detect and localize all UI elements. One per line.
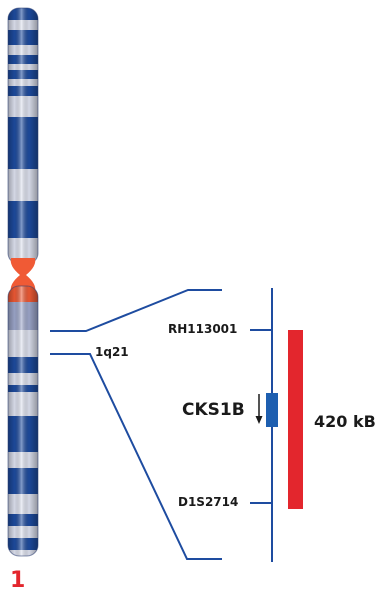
down-arrow-icon <box>255 394 263 424</box>
marker-label-bottom: D1S2714 <box>178 495 239 509</box>
chromosome-number: 1 <box>10 568 26 593</box>
chromosome-p-arm <box>8 8 38 264</box>
region-bar <box>288 330 303 509</box>
gene-label: CKS1B <box>182 400 245 420</box>
chromosome-q-arm <box>8 286 38 556</box>
region-size-label: 420 kB <box>314 412 376 431</box>
marker-label-top: RH113001 <box>168 322 238 336</box>
centromere <box>10 258 36 292</box>
band-label: 1q21 <box>95 345 129 359</box>
zoom-line-bottom <box>50 353 222 560</box>
gene-box <box>266 393 278 427</box>
zoom-line-top <box>50 289 222 332</box>
